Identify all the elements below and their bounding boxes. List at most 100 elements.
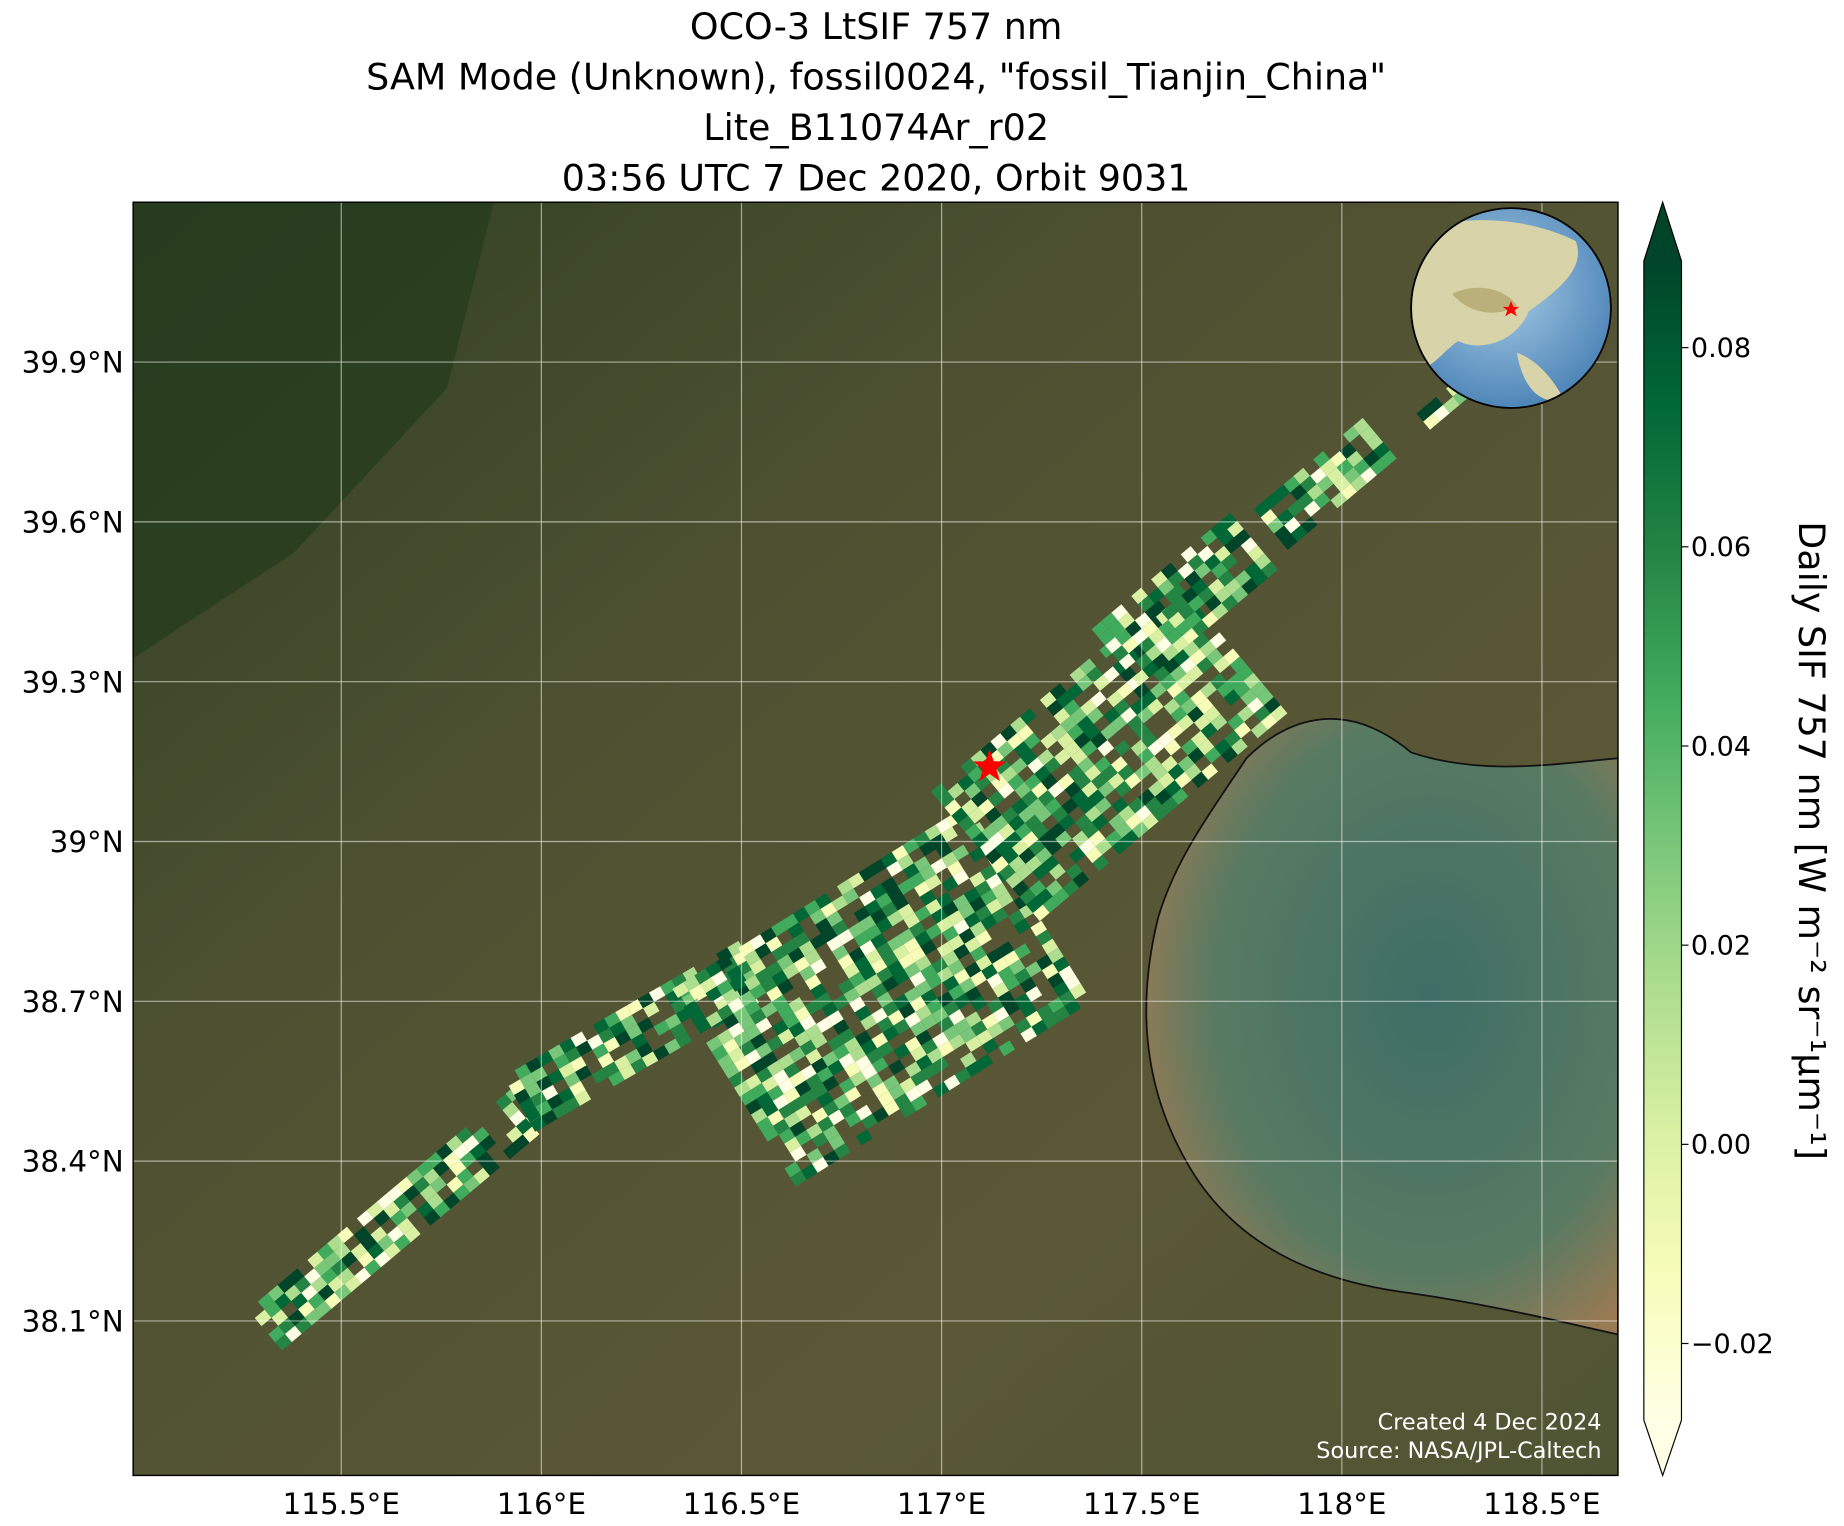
sif-pixel <box>1061 797 1079 815</box>
sif-pixel <box>823 1150 840 1166</box>
sif-pixel <box>844 1111 862 1128</box>
sif-pixel <box>386 1185 404 1202</box>
sif-pixel <box>1101 764 1118 782</box>
sif-pixel <box>1050 724 1068 741</box>
sif-pixel <box>1316 475 1334 493</box>
sif-pixel <box>1164 739 1181 756</box>
sif-pixel <box>954 1018 971 1035</box>
sif-pixel <box>558 1062 576 1079</box>
sif-pixel <box>1085 846 1103 864</box>
sif-pixel <box>393 1193 411 1210</box>
sif-pixel <box>788 1046 806 1063</box>
sif-pixel <box>1234 570 1252 587</box>
sif-pixel <box>1114 780 1132 798</box>
sif-pixel <box>648 986 666 1002</box>
sif-pixel <box>836 879 854 896</box>
sif-pixel <box>886 860 903 877</box>
sif-pixel <box>860 1039 878 1056</box>
sif-pixel <box>869 858 887 875</box>
sif-pixel <box>977 798 995 816</box>
sif-pixel <box>760 976 778 993</box>
sif-pixel <box>559 1037 576 1054</box>
sif-pixel <box>1101 612 1119 630</box>
sif-pixel <box>952 869 970 886</box>
sif-pixel <box>894 1093 911 1109</box>
sif-pixel <box>436 1143 453 1161</box>
sif-pixel <box>882 1075 900 1092</box>
sif-pixel <box>636 1042 654 1058</box>
sif-pixel <box>1147 587 1165 604</box>
sif-pixel <box>1135 805 1152 822</box>
sif-pixel <box>625 1048 642 1065</box>
sif-pixel <box>815 917 832 934</box>
sif-pixel <box>1184 763 1202 780</box>
sif-pixel <box>1075 814 1092 831</box>
sif-pixel <box>1234 721 1251 739</box>
sif-pixel <box>1353 458 1371 476</box>
sif-pixel <box>1027 757 1045 774</box>
sif-pixel <box>1003 974 1020 991</box>
sif-pixel <box>1094 797 1112 814</box>
sif-pixel <box>1214 738 1232 756</box>
sif-pixel <box>883 1099 900 1116</box>
sif-pixel <box>892 894 909 911</box>
sif-pixel <box>898 953 915 970</box>
sif-pixel <box>821 1001 839 1018</box>
sif-pixel <box>254 1309 272 1327</box>
sif-pixel <box>1131 587 1148 605</box>
sif-pixel <box>991 907 1009 924</box>
sif-pixel <box>1197 545 1215 563</box>
sif-pixel <box>788 1021 806 1038</box>
sif-pixel <box>981 1013 999 1030</box>
sif-pixel <box>453 1184 471 1201</box>
sif-pixel <box>563 1096 580 1113</box>
sif-pixel <box>1206 648 1224 666</box>
sif-pixel <box>1220 512 1238 530</box>
sif-pixel <box>1158 772 1175 789</box>
y-tick-label: 39°N <box>50 825 124 859</box>
sif-pixel <box>1063 740 1081 757</box>
sif-pixel <box>872 1106 889 1123</box>
sif-pixel <box>291 1292 308 1310</box>
sif-pixel <box>564 1047 582 1063</box>
sif-pixel <box>925 923 943 940</box>
sif-pixel <box>473 1167 490 1185</box>
sif-pixel <box>459 1151 477 1168</box>
sif-pixel <box>766 985 783 1002</box>
sif-pixel <box>1197 738 1215 756</box>
sif-pixel <box>1113 698 1131 716</box>
sif-pixel <box>935 817 953 834</box>
sif-pixel <box>433 1201 451 1218</box>
sif-pixel <box>1310 467 1327 484</box>
sif-pixel <box>760 927 777 944</box>
sif-pixel <box>1273 484 1291 501</box>
sif-pixel <box>1071 830 1089 847</box>
sif-pixel <box>1025 961 1042 978</box>
sif-pixel <box>1224 730 1241 747</box>
sif-pixel <box>671 973 688 989</box>
sif-pixel <box>1204 554 1221 571</box>
sif-pixel <box>897 903 915 920</box>
sif-pixel <box>947 860 964 877</box>
sif-pixel <box>1313 492 1331 509</box>
sif-pixel <box>1223 648 1240 665</box>
sif-pixel <box>1053 707 1071 725</box>
colorbar-outline <box>1643 200 1683 1478</box>
sif-pixel <box>1214 586 1232 604</box>
sif-pixel <box>1187 554 1205 571</box>
sif-pixel <box>1198 586 1215 604</box>
sif-pixel <box>1100 723 1118 741</box>
sif-pixel <box>958 815 975 832</box>
sif-pixel <box>848 946 866 963</box>
sif-pixel <box>866 1048 883 1065</box>
sif-pixel <box>1177 562 1195 579</box>
sif-pixel <box>1044 798 1062 815</box>
sif-pixel <box>1134 764 1152 781</box>
sif-pixel <box>1025 855 1043 873</box>
sif-pixel <box>842 888 860 905</box>
colorbar-tick-label: 0.02 <box>1691 931 1751 962</box>
sif-pixel <box>1103 666 1120 683</box>
sif-pixel <box>767 1085 784 1101</box>
sif-pixel <box>1370 458 1387 476</box>
sif-pixel <box>837 928 854 945</box>
